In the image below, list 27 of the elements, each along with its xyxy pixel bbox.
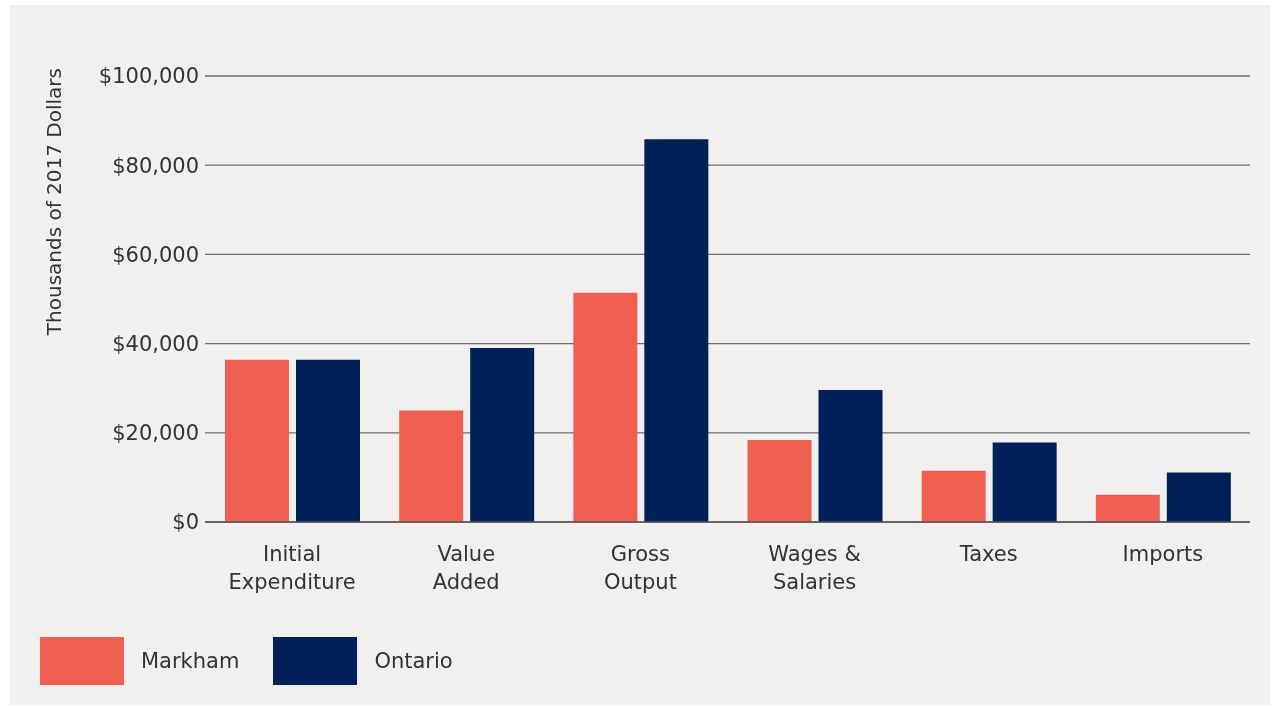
- bar: [225, 359, 289, 522]
- bar: [399, 410, 464, 522]
- y-axis-title: Thousands of 2017 Dollars: [42, 68, 66, 337]
- y-tick-label: $20,000: [112, 421, 199, 446]
- legend-label: Markham: [141, 649, 240, 673]
- bar: [747, 439, 812, 522]
- x-tick-label: Taxes: [958, 541, 1018, 566]
- x-tick-label: Value Added: [432, 541, 500, 594]
- bar: [818, 389, 883, 522]
- bar: [644, 139, 709, 522]
- bar: [573, 292, 638, 522]
- x-tick-label: Gross Output: [603, 541, 677, 594]
- y-tick-label: $80,000: [112, 153, 199, 178]
- y-tick-label: $100,000: [98, 64, 199, 89]
- x-tick-label: Imports: [1122, 541, 1204, 566]
- x-tick-label: Wages & Salaries: [768, 541, 861, 594]
- bar: [1095, 494, 1160, 522]
- y-tick-label: $0: [172, 510, 199, 535]
- bar: [470, 348, 535, 522]
- y-tick-label: $60,000: [112, 242, 199, 267]
- bar: [1166, 472, 1231, 522]
- legend-label: Ontario: [374, 649, 453, 673]
- bar: [992, 442, 1057, 522]
- bar: [921, 470, 986, 522]
- y-tick-label: $40,000: [112, 332, 199, 357]
- x-tick-label: Initial Expenditure: [228, 541, 356, 594]
- bar: [296, 359, 360, 522]
